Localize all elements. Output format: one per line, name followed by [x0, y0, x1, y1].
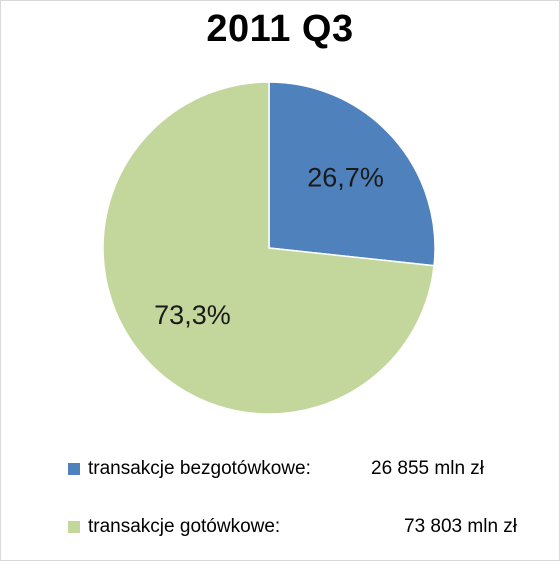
pie-chart: 26,7% 73,3%	[102, 81, 436, 415]
legend-swatch-gotowkowe	[68, 521, 80, 533]
legend-label-gotowkowe: transakcje gotówkowe:	[88, 516, 281, 537]
pie-slice-bezgotowkowe	[268, 81, 436, 267]
pie-label-gotowkowe: 73,3%	[154, 300, 231, 330]
pie-label-bezgotowkowe: 26,7%	[307, 162, 384, 192]
legend-item-gotowkowe: transakcje gotówkowe: 73 803 mln zł	[68, 516, 538, 546]
legend: transakcje bezgotówkowe: 26 855 mln zł t…	[68, 458, 538, 574]
pie-slices	[102, 81, 436, 415]
legend-value-gotowkowe: 73 803 mln zł	[404, 516, 518, 537]
pie-labels: 26,7% 73,3%	[154, 162, 384, 330]
legend-label-bezgotowkowe: transakcje bezgotówkowe:	[88, 458, 311, 479]
legend-item-bezgotowkowe: transakcje bezgotówkowe: 26 855 mln zł	[68, 458, 538, 488]
legend-swatch-bezgotowkowe	[68, 463, 80, 475]
legend-value-bezgotowkowe: 26 855 mln zł	[371, 458, 485, 479]
chart-title: 2011 Q3	[206, 8, 354, 50]
pie-slice-gotowkowe	[102, 81, 435, 415]
